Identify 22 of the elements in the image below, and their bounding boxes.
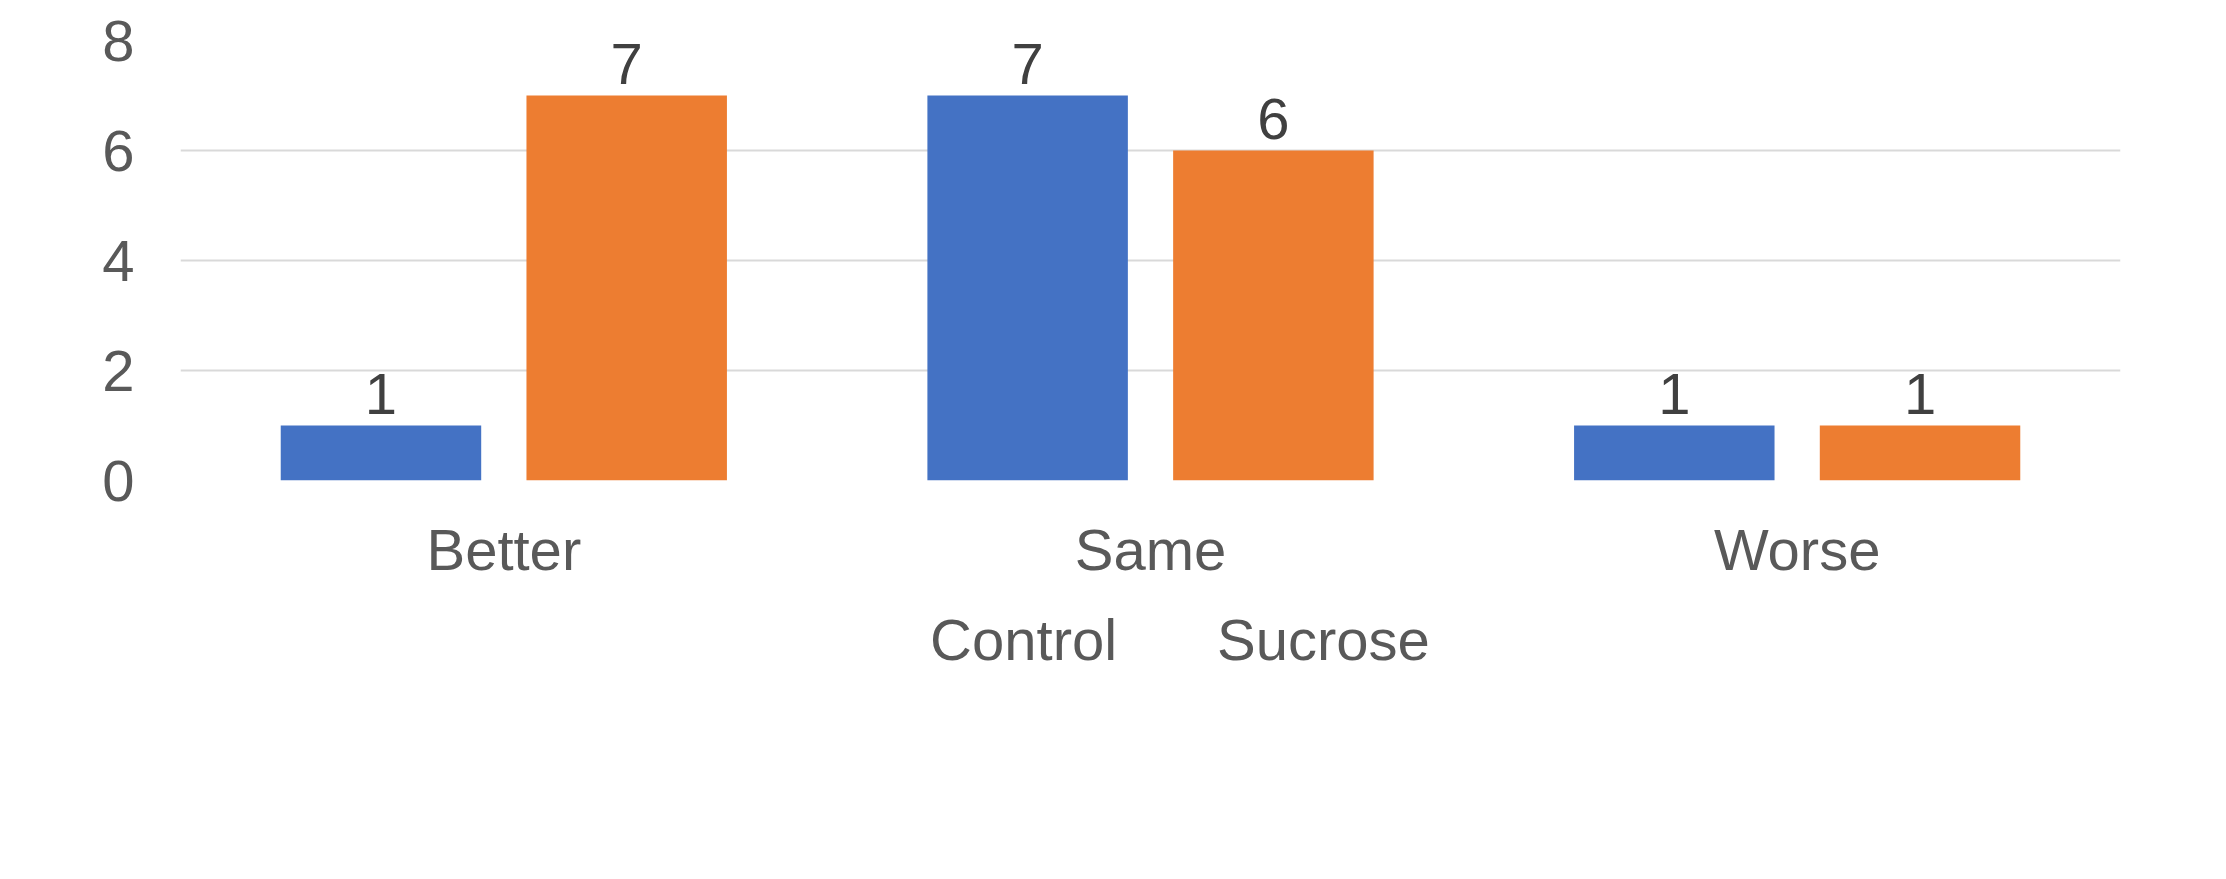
data-label: 7 [1011, 30, 1044, 96]
y-tick-label: 8 [102, 7, 135, 73]
y-tick-label: 4 [102, 227, 135, 293]
bar [1173, 150, 1374, 481]
y-tick-label: 2 [102, 337, 135, 403]
data-label: 6 [1257, 85, 1290, 151]
data-label: 7 [610, 30, 643, 96]
data-label: 1 [1658, 360, 1691, 426]
data-label: 1 [364, 360, 398, 426]
bar [1819, 425, 2021, 481]
x-tick-label: Worse [1713, 516, 1881, 582]
bar [1574, 425, 1775, 481]
x-tick-label: Better [426, 516, 582, 582]
y-tick-label: 6 [102, 117, 135, 183]
data-label: 1 [1903, 360, 1937, 426]
bar [927, 95, 1128, 481]
bar [526, 95, 727, 481]
text: Control [930, 605, 1118, 673]
x-tick-label: Same [1074, 516, 1227, 582]
text: Sucrose [1217, 605, 1430, 673]
bar [280, 425, 482, 481]
y-tick-label: 0 [102, 447, 135, 513]
